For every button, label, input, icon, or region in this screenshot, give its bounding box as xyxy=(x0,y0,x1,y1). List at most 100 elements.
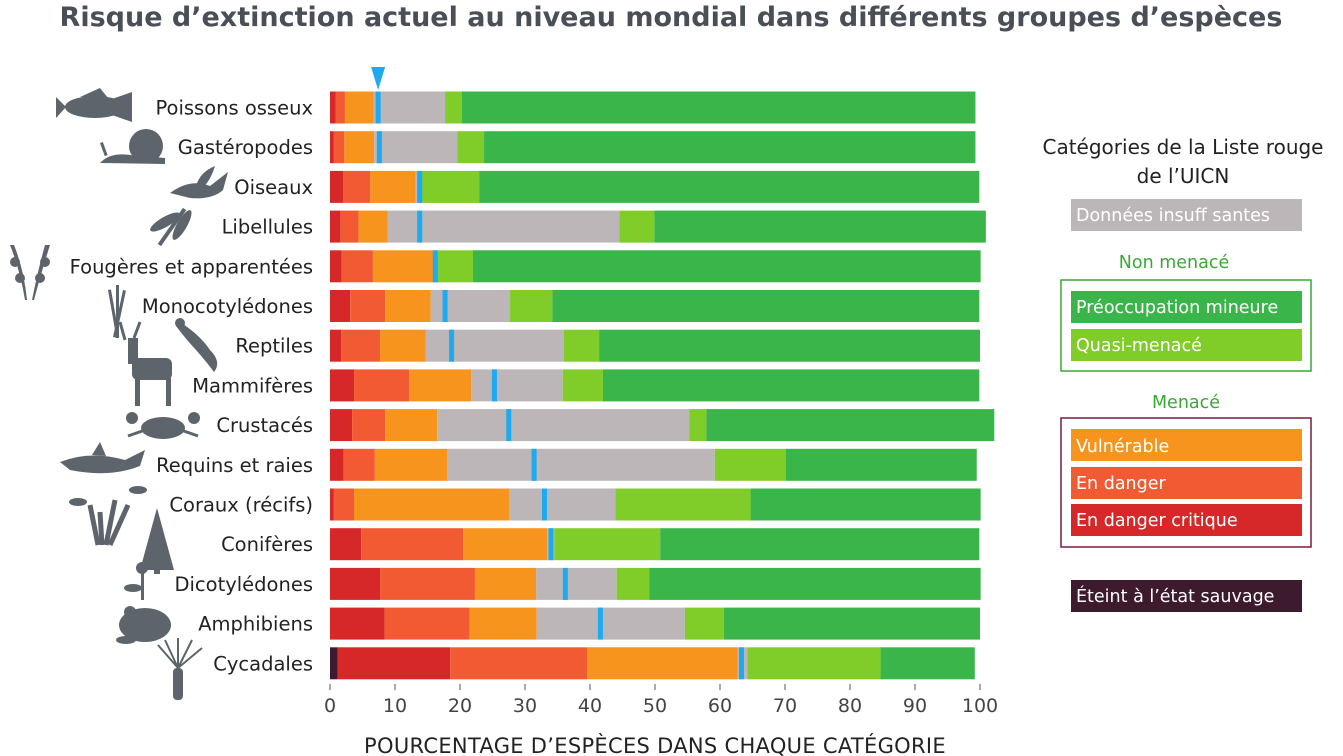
bar-requins-et-raies-donnees-insuff-santes xyxy=(447,448,715,481)
bar-poissons-osseux-vulnerable xyxy=(344,91,374,124)
x-tick-label-70: 70 xyxy=(773,695,797,717)
median-marker-cycadales xyxy=(738,647,744,680)
bar-coraux-recifs-en-danger xyxy=(333,488,355,521)
median-marker-requins-et-raies xyxy=(531,448,537,481)
bar-crustaces-quasi-menace xyxy=(689,409,707,442)
bar-cycadales-vulnerable xyxy=(587,647,738,680)
legend-label-extinct-in-wild: Éteint à l’état sauvage xyxy=(1076,585,1274,607)
fern-silhouette-icon xyxy=(10,245,50,300)
median-marker-dicotyledones xyxy=(562,567,568,600)
bar-mammiferes-vulnerable xyxy=(409,369,472,402)
bar-mammiferes-quasi-menace xyxy=(562,369,603,402)
x-tick-label-50: 50 xyxy=(643,695,667,717)
legend-title-line1: Catégories de la Liste rouge xyxy=(1042,135,1323,159)
bar-coraux-recifs-en-danger-critique xyxy=(330,488,334,521)
bar-crustaces-preoccupation-mineure xyxy=(706,409,995,442)
category-label-monocotyledones: Monocotylédones xyxy=(142,295,313,318)
legend-label-critically-endangered: En danger critique xyxy=(1076,511,1238,531)
bar-libellules-vulnerable xyxy=(358,210,388,243)
coral-silhouette-icon xyxy=(69,486,147,547)
bar-reptiles-quasi-menace xyxy=(564,329,600,362)
median-marker-coraux-recifs xyxy=(542,488,547,521)
category-label-dicotyledones: Dicotylédones xyxy=(174,573,313,596)
bar-poissons-osseux-donnees-insuff-santes xyxy=(373,91,446,124)
median-marker-mammiferes xyxy=(491,369,497,402)
bar-dicotyledones-preoccupation-mineure xyxy=(649,567,981,600)
bar-coraux-recifs-donnees-insuff-santes xyxy=(509,488,616,521)
legend-label-data-deficient: Données insuff santes xyxy=(1076,206,1270,226)
bar-reptiles-preoccupation-mineure xyxy=(599,329,980,362)
snail-silhouette-icon xyxy=(99,129,165,164)
bar-fougeres-et-apparentees-preoccupation-mineure xyxy=(473,250,981,283)
bar-mammiferes-donnees-insuff-santes xyxy=(471,369,563,402)
bar-fougeres-et-apparentees-en-danger xyxy=(341,250,373,283)
bar-oiseaux-en-danger-critique xyxy=(330,170,343,203)
bar-dicotyledones-quasi-menace xyxy=(616,567,650,600)
shark-silhouette-icon xyxy=(60,442,145,474)
legend-swatch-data-deficient xyxy=(1071,199,1302,231)
bar-poissons-osseux-preoccupation-mineure xyxy=(461,91,976,124)
x-tick-label-100: 100 xyxy=(962,695,998,717)
bar-requins-et-raies-en-danger xyxy=(343,448,375,481)
bar-libellules-en-danger-critique xyxy=(330,210,341,243)
bar-mammiferes-preoccupation-mineure xyxy=(603,369,980,402)
bar-monocotyledones-quasi-menace xyxy=(510,290,553,322)
bar-gasteropodes-quasi-menace xyxy=(457,131,485,164)
hummingbird-silhouette-icon xyxy=(170,166,228,199)
lizard-silhouette-icon xyxy=(175,318,218,372)
legend-title-line2: de l’UICN xyxy=(1137,164,1230,188)
category-label-crustaces: Crustacés xyxy=(216,414,313,437)
median-marker-fougeres-et-apparentees xyxy=(432,250,438,283)
bar-gasteropodes-vulnerable xyxy=(344,131,375,164)
bar-fougeres-et-apparentees-quasi-menace xyxy=(436,250,473,283)
bar-coniferes-quasi-menace xyxy=(554,528,661,561)
bar-oiseaux-quasi-menace xyxy=(421,170,480,203)
median-markers xyxy=(375,91,744,680)
median-marker-monocotyledones xyxy=(442,290,448,322)
bar-libellules-quasi-menace xyxy=(619,210,655,243)
bar-monocotyledones-en-danger-critique xyxy=(330,290,351,322)
bar-mammiferes-en-danger-critique xyxy=(330,369,355,402)
bar-gasteropodes-donnees-insuff-santes xyxy=(374,131,458,164)
bar-crustaces-en-danger-critique xyxy=(330,409,353,442)
bar-oiseaux-vulnerable xyxy=(370,170,416,203)
bar-libellules-preoccupation-mineure xyxy=(654,210,986,243)
bar-coraux-recifs-preoccupation-mineure xyxy=(750,488,981,521)
x-tick-label-40: 40 xyxy=(578,695,602,717)
bar-crustaces-vulnerable xyxy=(385,409,438,442)
median-marker-libellules xyxy=(417,210,423,243)
bar-reptiles-en-danger xyxy=(341,329,381,362)
category-labels: Poissons osseux Gastéropodes Oiseaux Libell… xyxy=(70,97,313,676)
legend-swatch-least-concern xyxy=(1071,291,1302,323)
median-marker-coniferes xyxy=(548,528,554,561)
bar-amphibiens-preoccupation-mineure xyxy=(723,607,980,640)
frog-silhouette-icon xyxy=(116,606,171,644)
legend: Catégories de la Liste rouge de l’UICN D… xyxy=(1042,135,1324,612)
x-tick-label-0: 0 xyxy=(324,695,336,717)
category-label-libellules: Libellules xyxy=(222,216,313,239)
median-marker-oiseaux xyxy=(417,170,423,203)
legend-label-vulnerable: Vulnérable xyxy=(1076,437,1169,457)
bar-reptiles-vulnerable xyxy=(380,329,426,362)
bar-fougeres-et-apparentees-en-danger-critique xyxy=(330,250,342,283)
bar-amphibiens-en-danger-critique xyxy=(330,607,385,640)
x-tick-label-60: 60 xyxy=(708,695,732,717)
crab-silhouette-icon xyxy=(126,412,200,439)
x-tick-label-10: 10 xyxy=(383,695,407,717)
bar-monocotyledones-preoccupation-mineure xyxy=(552,290,980,322)
x-tick-label-90: 90 xyxy=(903,695,927,717)
legend-swatch-critically-endangered xyxy=(1071,504,1302,536)
x-tick-label-20: 20 xyxy=(448,695,472,717)
legend-heading-threatened: Menacé xyxy=(1152,393,1220,413)
bar-dicotyledones-vulnerable xyxy=(474,567,537,600)
bar-poissons-osseux-en-danger-critique xyxy=(330,91,336,124)
bar-cycadales-en-danger xyxy=(450,647,588,680)
category-label-amphibiens: Amphibiens xyxy=(198,613,313,636)
category-label-fougeres-et-apparentees: Fougères et apparentées xyxy=(70,255,313,278)
x-tick-label-30: 30 xyxy=(513,695,537,717)
legend-label-near-threatened: Quasi-menacé xyxy=(1076,336,1202,356)
category-label-gasteropodes: Gastéropodes xyxy=(178,136,313,159)
bar-amphibiens-quasi-menace xyxy=(684,607,724,640)
bar-fougeres-et-apparentees-vulnerable xyxy=(372,250,434,283)
